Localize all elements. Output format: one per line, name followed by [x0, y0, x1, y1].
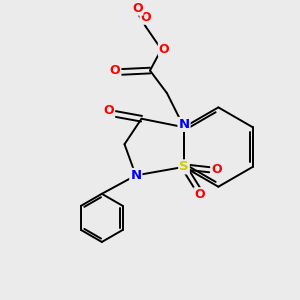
- Text: S: S: [179, 160, 189, 173]
- Text: O: O: [194, 188, 205, 201]
- Text: O: O: [110, 64, 121, 77]
- Text: O: O: [211, 163, 222, 176]
- Text: O: O: [132, 2, 142, 15]
- Text: O: O: [140, 11, 151, 24]
- Text: O: O: [103, 104, 114, 117]
- Text: N: N: [130, 169, 141, 182]
- Text: N: N: [178, 118, 190, 131]
- Text: O: O: [159, 43, 169, 56]
